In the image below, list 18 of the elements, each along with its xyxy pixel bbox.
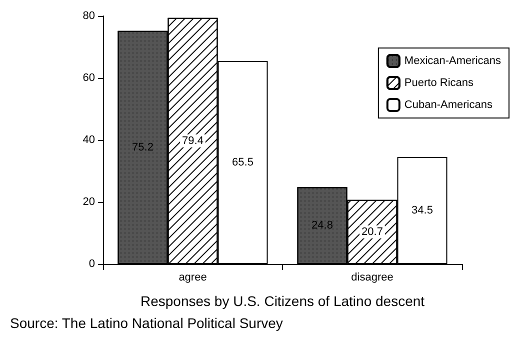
legend-label: Cuban-Americans — [404, 99, 493, 111]
data-label: 24.8 — [312, 220, 333, 232]
data-label: 75.2 — [132, 141, 154, 154]
y-tick-label: 60 — [82, 72, 95, 84]
y-tick-label: 0 — [88, 258, 95, 270]
data-label: 65.5 — [232, 156, 254, 168]
x-tick-label: agree — [178, 272, 207, 284]
legend-label: Mexican-Americans — [404, 55, 502, 67]
y-tick-label: 80 — [82, 10, 95, 22]
source-note: Source: The Latino National Political Survey — [10, 315, 283, 331]
y-tick-label: 40 — [82, 134, 95, 146]
data-label: 79.4 — [182, 134, 204, 147]
x-axis-title: Responses by U.S. Citizens of Latino descent — [140, 293, 425, 309]
legend-label: Puerto Ricans — [404, 77, 474, 89]
data-label: 34.5 — [412, 204, 433, 217]
y-tick-label: 20 — [82, 196, 95, 208]
data-label: 20.7 — [362, 226, 383, 238]
x-tick-label: disagree — [351, 272, 394, 284]
